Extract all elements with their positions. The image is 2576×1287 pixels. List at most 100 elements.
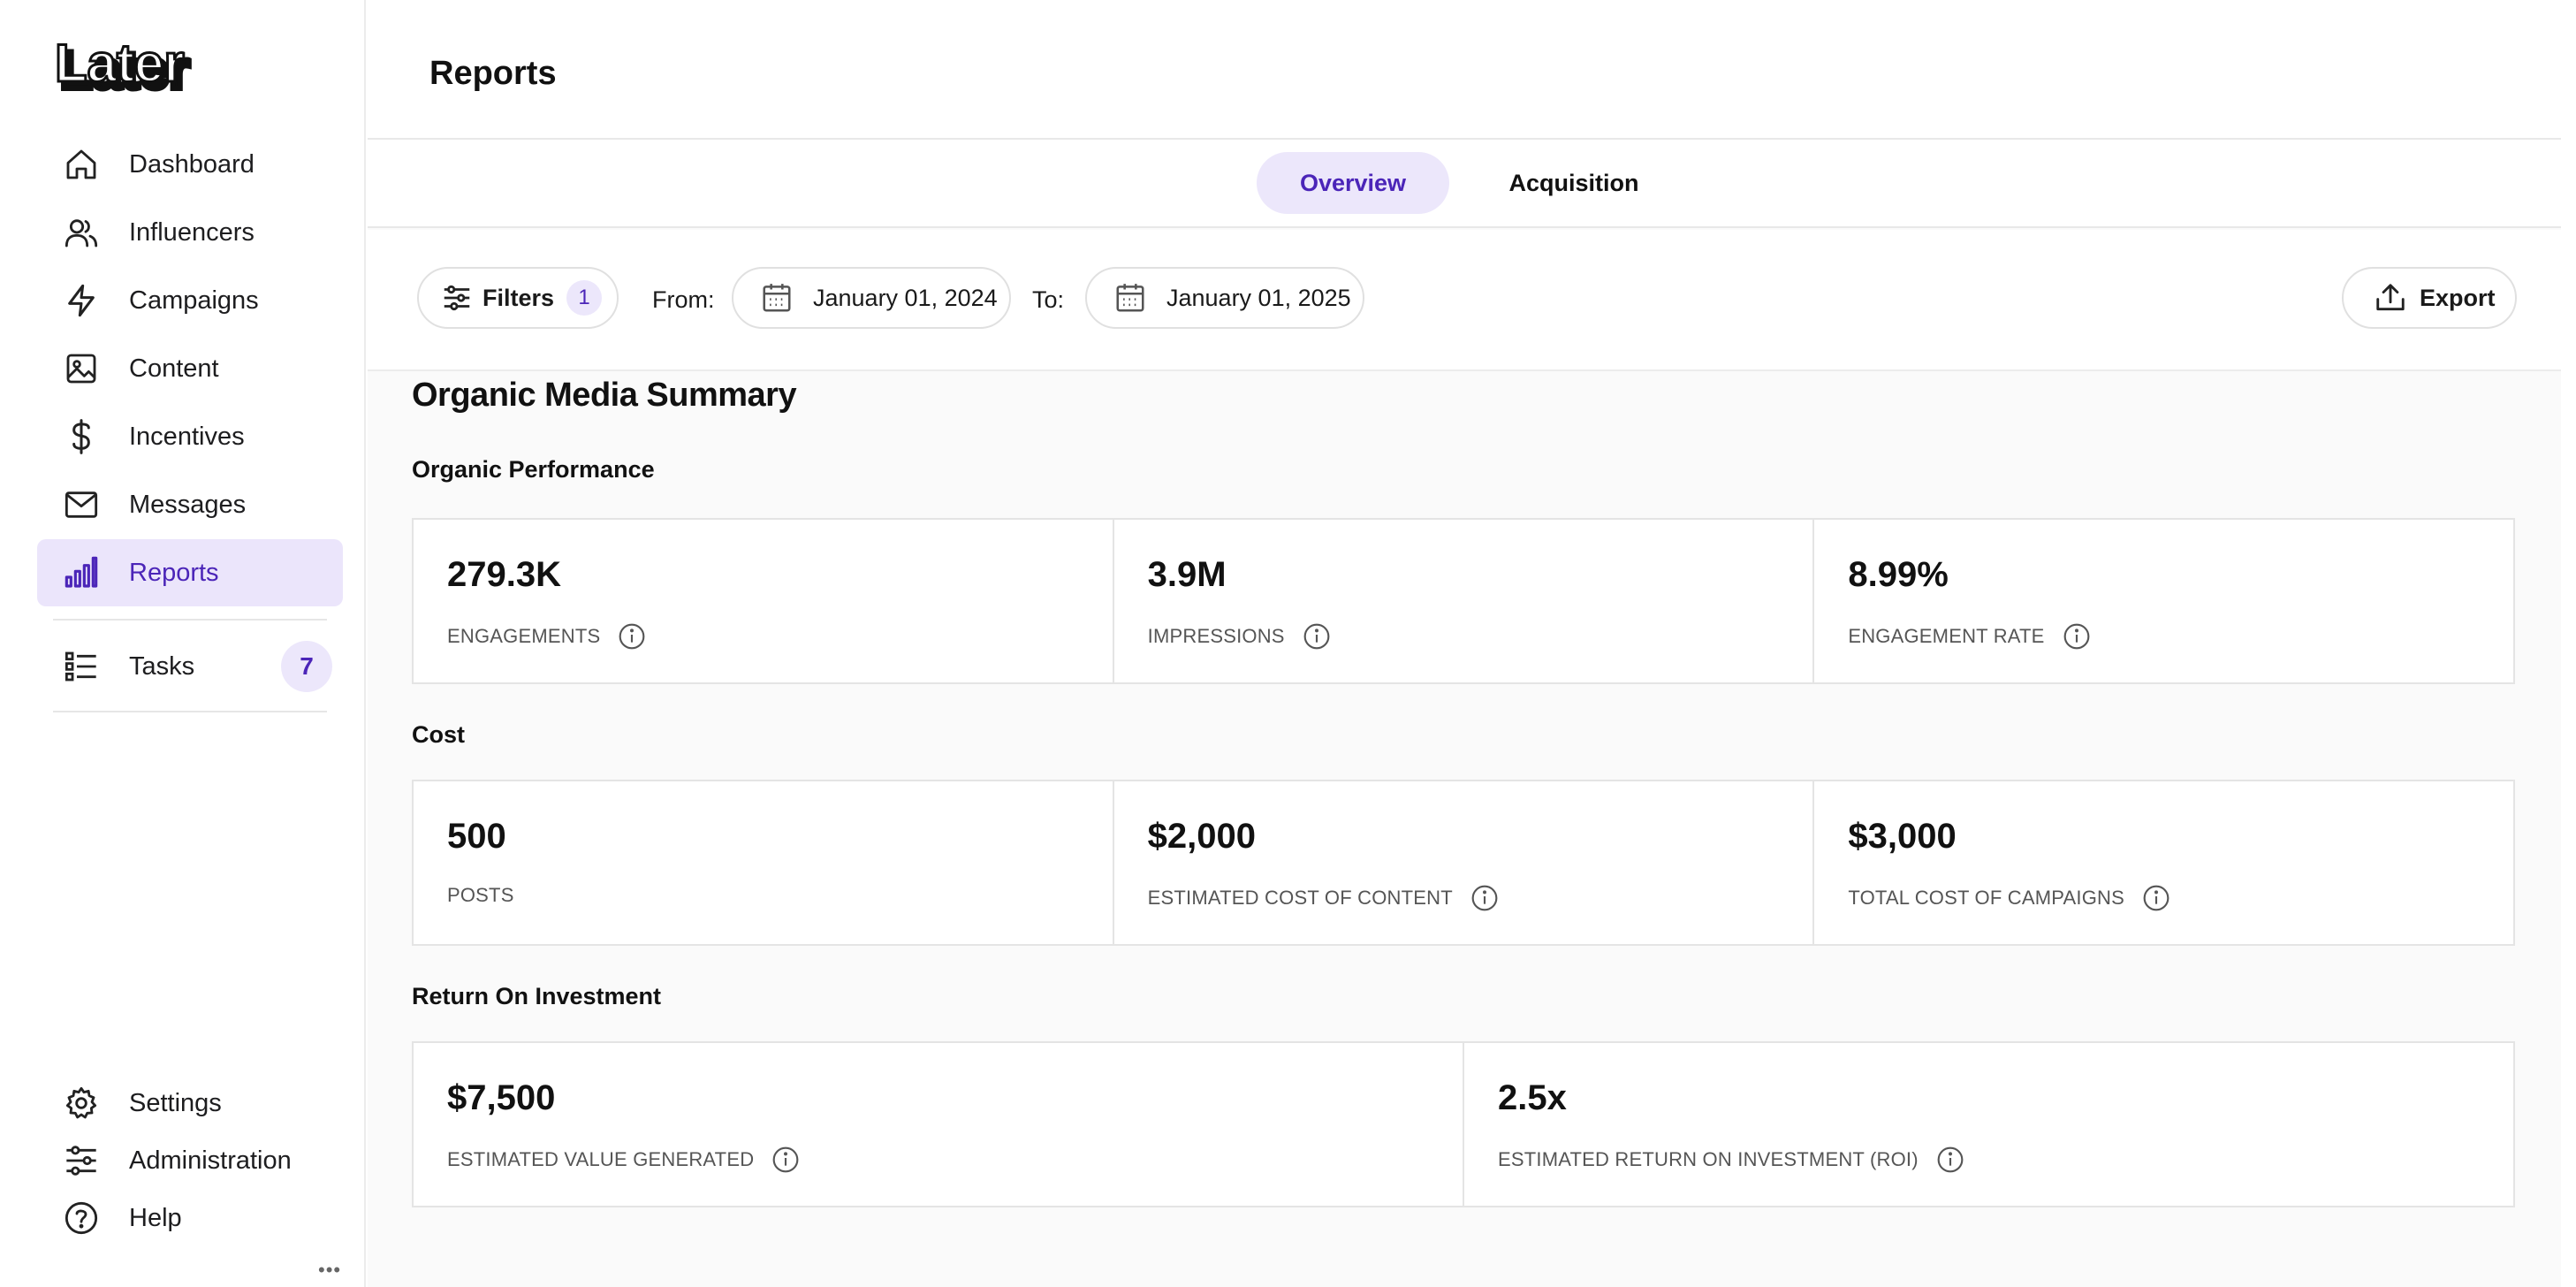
metric-value: 8.99% [1848, 555, 1949, 594]
metric-value: 3.9M [1147, 555, 1227, 594]
metric-label-row: ENGAGEMENTS [447, 622, 646, 651]
roi-cards: $7,500 ESTIMATED VALUE GENERATED 2.5x ES… [412, 1041, 2515, 1207]
sidebar-item-label: Content [129, 354, 219, 383]
gear-icon [64, 1085, 99, 1121]
sidebar-item-label: Influencers [129, 217, 255, 247]
metric-card-estimated-cost-of-content: $2,000 ESTIMATED COST OF CONTENT [1114, 781, 1815, 944]
sidebar-item-label: Campaigns [129, 286, 259, 315]
from-label: From: [652, 286, 715, 313]
sidebar-item-administration[interactable]: Administration [37, 1132, 343, 1189]
metric-value: 279.3K [447, 555, 561, 594]
info-icon[interactable] [1470, 884, 1499, 912]
performance-cards: 279.3K ENGAGEMENTS 3.9M IMPRESSIONS 8.99… [412, 518, 2515, 684]
metric-value: $2,000 [1147, 817, 1257, 856]
calendar-icon [760, 281, 794, 315]
metric-value: $3,000 [1848, 817, 1957, 856]
sidebar-item-label: Administration [129, 1146, 292, 1175]
sidebar-item-content[interactable]: Content [37, 335, 343, 402]
users-icon [64, 215, 99, 250]
metric-value: 2.5x [1498, 1078, 1567, 1117]
tab-overview[interactable]: Overview [1257, 152, 1449, 214]
metric-label: POSTS [447, 884, 514, 906]
group-title-performance: Organic Performance [412, 456, 655, 483]
svg-text:Later: Later [55, 37, 185, 93]
from-date-picker[interactable]: January 01, 2024 [732, 267, 1011, 329]
tasks-count-badge: 7 [281, 641, 332, 692]
image-icon [64, 351, 99, 386]
filters-count-badge: 1 [566, 280, 603, 316]
page-title: Reports [429, 55, 557, 92]
filters-button[interactable]: Filters 1 [417, 267, 619, 329]
sidebar-item-label: Reports [129, 558, 219, 587]
metric-label: ENGAGEMENTS [447, 625, 601, 647]
dollar-icon [64, 419, 99, 454]
to-label: To: [1032, 286, 1065, 313]
section-title: Organic Media Summary [412, 377, 797, 414]
metric-label: ENGAGEMENT RATE [1848, 625, 2045, 647]
later-logo[interactable]: Later Later [53, 33, 230, 103]
metric-label: ESTIMATED RETURN ON INVESTMENT (ROI) [1498, 1148, 1919, 1170]
metric-card-total-cost-of-campaigns: $3,000 TOTAL COST OF CAMPAIGNS [1814, 781, 2513, 944]
sliders-icon [64, 1143, 99, 1178]
info-icon[interactable] [1303, 622, 1331, 651]
sidebar: Later Later Dashboard Influencers Campai… [12, 0, 366, 1287]
info-icon[interactable] [618, 622, 646, 651]
sidebar-item-label: Incentives [129, 422, 245, 451]
metric-card-engagement-rate: 8.99% ENGAGEMENT RATE [1814, 520, 2513, 682]
list-icon [64, 649, 99, 684]
info-icon[interactable] [771, 1146, 800, 1174]
sidebar-item-reports[interactable]: Reports [37, 539, 343, 606]
metric-card-engagements: 279.3K ENGAGEMENTS [414, 520, 1114, 682]
metric-card-estimated-value-generated: $7,500 ESTIMATED VALUE GENERATED [414, 1043, 1464, 1206]
metric-label-row: TOTAL COST OF CAMPAIGNS [1848, 884, 2170, 912]
sidebar-item-dashboard[interactable]: Dashboard [37, 131, 343, 198]
sidebar-item-settings[interactable]: Settings [37, 1075, 343, 1131]
svg-text:Later: Later [60, 41, 190, 99]
sidebar-item-tasks[interactable]: Tasks 7 [37, 633, 343, 700]
sidebar-item-label: Messages [129, 490, 247, 519]
metric-value: $7,500 [447, 1078, 556, 1117]
metric-label-row: ESTIMATED VALUE GENERATED [447, 1146, 800, 1174]
metric-label: TOTAL COST OF CAMPAIGNS [1848, 887, 2124, 909]
filter-toolbar: Filters 1 From: January 01, 2024 To: Jan… [368, 230, 2561, 371]
metric-card-estimated-roi: 2.5x ESTIMATED RETURN ON INVESTMENT (ROI… [1464, 1043, 2513, 1206]
metric-label-row: ESTIMATED COST OF CONTENT [1148, 884, 1499, 912]
sidebar-item-campaigns[interactable]: Campaigns [37, 267, 343, 334]
metric-label-row: IMPRESSIONS [1148, 622, 1331, 651]
metric-card-posts: 500 POSTS [414, 781, 1114, 944]
nav-divider [53, 711, 327, 712]
info-icon[interactable] [2063, 622, 2091, 651]
sidebar-item-label: Help [129, 1203, 182, 1232]
main-area: Reports Overview Acquisition Filters 1 F… [368, 0, 2561, 1287]
more-options-icon[interactable]: ••• [318, 1259, 342, 1281]
export-button[interactable]: Export [2342, 267, 2517, 329]
metric-label-row: ENGAGEMENT RATE [1848, 622, 2090, 651]
sidebar-item-help[interactable]: Help [37, 1190, 343, 1246]
page-header: Reports [368, 0, 2561, 140]
sidebar-item-messages[interactable]: Messages [37, 471, 343, 538]
home-icon [64, 147, 99, 182]
info-icon[interactable] [2142, 884, 2170, 912]
info-icon[interactable] [1936, 1146, 1964, 1174]
tab-acquisition[interactable]: Acquisition [1508, 169, 1639, 196]
nav-divider [53, 619, 327, 621]
metric-label: ESTIMATED COST OF CONTENT [1147, 887, 1453, 909]
to-date-picker[interactable]: January 01, 2025 [1085, 267, 1364, 329]
calendar-icon [1113, 281, 1147, 315]
metric-card-impressions: 3.9M IMPRESSIONS [1114, 520, 1815, 682]
lightning-icon [64, 283, 99, 318]
from-date-value: January 01, 2024 [813, 284, 998, 311]
filter-sliders-icon [440, 281, 474, 315]
filters-label: Filters [483, 284, 555, 311]
help-icon [64, 1200, 99, 1236]
sidebar-item-label: Dashboard [129, 149, 255, 179]
sidebar-item-influencers[interactable]: Influencers [37, 199, 343, 266]
export-upload-icon [2374, 281, 2407, 315]
mail-icon [64, 487, 99, 522]
group-title-roi: Return On Investment [412, 983, 662, 1009]
main-nav: Dashboard Influencers Campaigns Content … [37, 131, 343, 607]
metric-value: 500 [447, 817, 506, 856]
metric-label: ESTIMATED VALUE GENERATED [447, 1148, 755, 1170]
sidebar-item-label: Settings [129, 1088, 222, 1117]
sidebar-item-incentives[interactable]: Incentives [37, 403, 343, 470]
